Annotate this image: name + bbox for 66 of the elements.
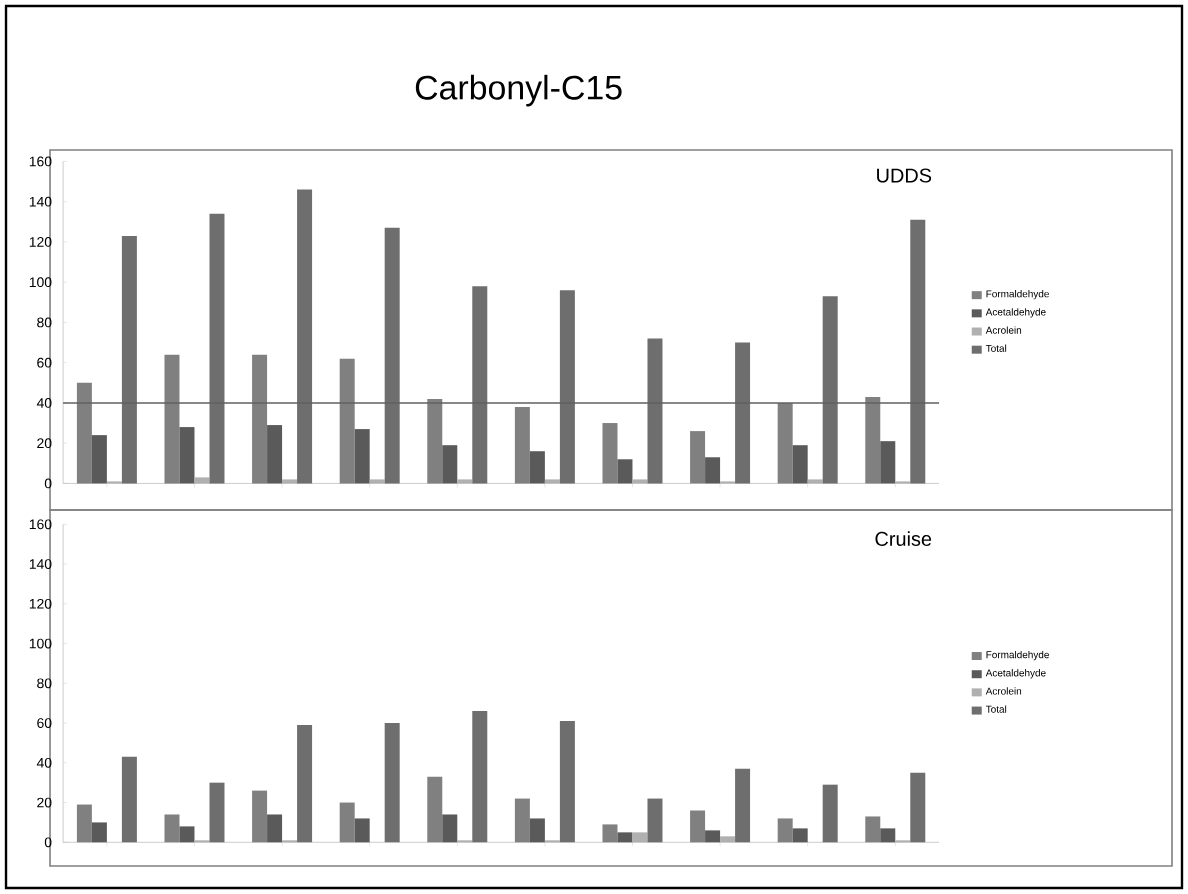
bar — [384, 227, 400, 484]
bar — [880, 441, 896, 484]
bar — [164, 354, 180, 484]
bar — [822, 296, 838, 484]
bar — [647, 338, 663, 484]
bar — [209, 213, 225, 484]
bar — [442, 814, 458, 843]
bar — [472, 711, 488, 843]
bar — [602, 423, 618, 484]
bar — [297, 725, 313, 843]
bar — [690, 431, 706, 484]
bar — [514, 798, 530, 843]
bar — [76, 804, 92, 843]
bar — [267, 425, 283, 484]
bar — [297, 189, 313, 484]
bar — [514, 406, 530, 484]
bar — [339, 802, 355, 843]
bar — [632, 832, 648, 843]
bar — [617, 459, 633, 484]
bar — [442, 445, 458, 484]
bar — [777, 402, 793, 484]
bar — [720, 836, 736, 843]
bar — [252, 354, 268, 484]
bar — [617, 832, 633, 843]
bar — [472, 286, 488, 484]
bar — [529, 451, 545, 484]
bar — [880, 828, 896, 843]
bar — [209, 782, 225, 843]
bar — [91, 822, 107, 843]
bar — [690, 810, 706, 843]
bar — [705, 457, 721, 484]
bar — [121, 756, 137, 843]
bar — [164, 814, 180, 843]
chart-title: Cruise — [875, 531, 932, 546]
bar — [179, 826, 195, 843]
bar — [179, 427, 195, 484]
bar — [427, 776, 443, 843]
bar — [354, 429, 370, 484]
bar — [121, 235, 137, 484]
bar — [865, 816, 881, 843]
bar — [647, 798, 663, 843]
bar — [735, 768, 751, 843]
bar — [792, 445, 808, 484]
bar — [91, 435, 107, 484]
bar — [865, 396, 881, 484]
bar — [252, 790, 268, 843]
bar — [529, 818, 545, 843]
bar — [777, 818, 793, 843]
bar — [194, 477, 210, 484]
bar — [354, 818, 370, 843]
bar — [384, 723, 400, 843]
bar — [822, 784, 838, 843]
bar — [559, 721, 575, 843]
bar — [267, 814, 283, 843]
bar — [735, 342, 751, 484]
bar — [559, 290, 575, 484]
bar — [910, 219, 926, 484]
bar — [76, 382, 92, 484]
bar — [339, 358, 355, 484]
bar — [427, 398, 443, 484]
bar — [910, 772, 926, 843]
bar — [792, 828, 808, 843]
bar — [705, 830, 721, 843]
bar — [602, 824, 618, 843]
chart-title: Carbonyl-C15 — [415, 74, 622, 107]
chart-subtitle: UDDS — [877, 168, 932, 183]
